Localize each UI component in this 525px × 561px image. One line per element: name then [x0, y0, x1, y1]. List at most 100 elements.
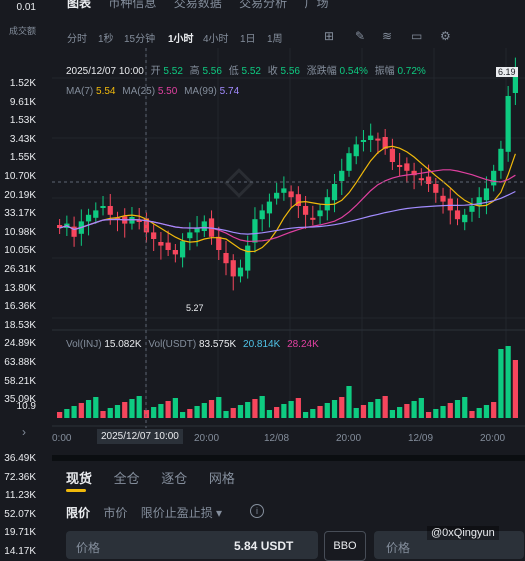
candle-body: [331, 184, 338, 201]
timeframe-line[interactable]: 分时: [67, 34, 87, 45]
tab-cross[interactable]: 全仓: [113, 471, 140, 486]
tab-coin-info[interactable]: 币种信息: [108, 0, 157, 10]
candlestick-chart[interactable]: [52, 48, 525, 428]
tab-spot[interactable]: 现货: [66, 471, 93, 486]
order-type-market[interactable]: 市价: [103, 506, 128, 520]
candle-body: [462, 214, 468, 223]
tab-chart[interactable]: 图表: [67, 0, 92, 10]
tab-grid[interactable]: 网格: [208, 471, 235, 486]
candle-body: [324, 197, 330, 211]
timeframe-1s[interactable]: 1秒: [98, 34, 114, 45]
volume-bar: [469, 411, 475, 418]
close-label: 收: [267, 66, 278, 77]
timeframe-15m[interactable]: 15分钟: [124, 34, 156, 45]
volume-bar: [389, 410, 396, 418]
bbo-button[interactable]: BBO: [324, 531, 366, 561]
volume-bar: [194, 406, 200, 418]
x-tick: 20:00: [480, 433, 506, 444]
draw-icon[interactable]: ✎: [355, 29, 366, 43]
timeframe-4h[interactable]: 4小时: [203, 34, 229, 45]
exchange-logo-watermark: [224, 168, 254, 198]
indicator-icon[interactable]: ⊞: [324, 29, 335, 43]
orderbook-value: 1.52K: [9, 78, 36, 89]
volume-bar: [71, 406, 77, 418]
low-value: 5.52: [241, 66, 261, 77]
orderbook-value: 58.21K: [4, 375, 36, 387]
orderbook-value: 3.43K: [9, 133, 36, 145]
candle-body: [194, 228, 200, 233]
volume-bar: [505, 346, 511, 418]
display-icon[interactable]: ▭: [411, 29, 423, 43]
price-low-label: 5.27: [186, 303, 204, 313]
candle-body: [93, 210, 99, 218]
ma99-line: [59, 190, 516, 235]
candle-body: [71, 226, 77, 237]
vol-ma2-value: 28.24K: [287, 339, 319, 350]
volume-bar: [187, 409, 193, 418]
orderbook-value: 14.17K: [4, 546, 36, 557]
orderbook-value: 10.05K: [4, 245, 36, 257]
orderbook-value: 19.71K: [4, 527, 36, 539]
orderbook-value: 1.53K: [9, 115, 36, 127]
orderbook-value: 20.19K: [4, 189, 36, 201]
candle-body: [353, 144, 359, 157]
volume-bar: [172, 398, 178, 418]
candle-body: [411, 170, 417, 176]
timeframe-1w[interactable]: 1周: [267, 34, 283, 45]
candle-body: [179, 241, 186, 258]
candle-body: [114, 217, 121, 220]
order-type-limit[interactable]: 限价: [66, 506, 91, 520]
candle-body: [454, 210, 461, 220]
order-types: 限价 市价 限价止盈止损 ▾: [66, 504, 232, 521]
volume-bar: [100, 411, 106, 418]
volume-bar: [266, 410, 273, 418]
ohlc-date: 2025/12/07 10:00: [66, 66, 144, 77]
candle-body: [498, 148, 504, 171]
candle-body: [310, 217, 316, 220]
chart-type-icon[interactable]: ≋: [382, 29, 393, 43]
candle-body: [237, 267, 244, 277]
info-icon[interactable]: i: [250, 504, 264, 518]
settings-icon[interactable]: ⚙: [440, 29, 451, 43]
x-tick: 20:00: [336, 433, 362, 444]
volume-bar: [476, 408, 482, 418]
timeframe-1d[interactable]: 1日: [240, 34, 256, 45]
orderbook-value: 33.17K: [4, 208, 36, 220]
price-input[interactable]: 价格 5.84 USDT: [66, 531, 318, 559]
price-high-label: 6.19: [496, 67, 518, 77]
tab-trade-data[interactable]: 交易数据: [173, 0, 222, 10]
vol-usdt-label: Vol(USDT): [148, 339, 197, 350]
candle-body: [469, 206, 475, 212]
volume-bar: [288, 401, 294, 418]
vol-usdt-value: 83.575K: [198, 339, 237, 350]
volume-bar: [93, 397, 99, 418]
candle-body: [317, 210, 323, 217]
candle-body: [187, 232, 193, 239]
volume-bar: [331, 400, 338, 418]
volume-bar: [512, 360, 518, 418]
candle-body: [505, 96, 511, 152]
order-type-stop-limit[interactable]: 限价止盈止损 ▾: [140, 506, 223, 520]
divider: [52, 455, 525, 461]
volume-bar: [353, 408, 359, 418]
volume-bar: [483, 405, 490, 418]
ma7-value: 5.54: [96, 86, 116, 97]
chevron-right-icon[interactable]: ›: [22, 425, 26, 439]
candle-body: [447, 198, 453, 211]
orderbook-value: 11.23K: [5, 490, 36, 502]
tab-trade-analysis[interactable]: 交易分析: [239, 0, 288, 10]
ma25-label: MA(25): [122, 86, 156, 97]
volume-bar: [295, 398, 301, 418]
candle-body: [151, 232, 157, 239]
close-value: 5.56: [280, 66, 300, 77]
orderbook-value: 18.53K: [4, 319, 36, 331]
candle-body: [136, 220, 142, 222]
volume-bar: [85, 400, 92, 418]
volume-bar: [310, 409, 316, 418]
x-tick: 20:00: [194, 433, 220, 444]
volume-bar: [433, 409, 439, 418]
timeframe-1h[interactable]: 1小时: [168, 34, 194, 45]
tab-isolated[interactable]: 逐仓: [161, 471, 188, 486]
tab-square[interactable]: 广场: [304, 0, 329, 10]
volume-readout: Vol(INJ) 15.082K Vol(USDT) 83.575K 20.81…: [66, 339, 323, 350]
